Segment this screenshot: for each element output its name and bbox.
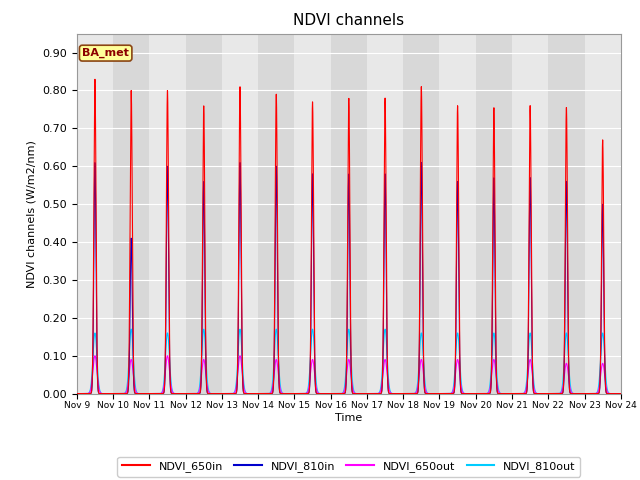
NDVI_650in [281,391,289,396]
Bar [113,34,149,394]
NDVI_650in [91,76,99,82]
NDVI_810out [399,391,407,396]
NDVI_810out [520,390,528,396]
NDVI_650out [281,391,289,396]
Line: NDVI_650out: NDVI_650out [77,356,621,394]
NDVI_810in [172,391,179,396]
NDVI_810in [417,159,425,165]
Line: NDVI_810out: NDVI_810out [77,329,621,394]
Legend: NDVI_650in, NDVI_810in, NDVI_650out, NDVI_810out: NDVI_650in, NDVI_810in, NDVI_650out, NDV… [118,457,580,477]
NDVI_810out [427,391,435,396]
NDVI_650in [73,391,81,396]
NDVI_650out [427,391,435,396]
NDVI_650out [520,390,528,396]
NDVI_650out [172,391,180,396]
NDVI_650out [164,353,172,359]
NDVI_810out [172,391,179,396]
NDVI_650in [427,391,435,396]
Title: NDVI channels: NDVI channels [293,13,404,28]
Bar [548,34,584,394]
NDVI_810out [273,326,280,332]
Y-axis label: NDVI channels (W/m2/nm): NDVI channels (W/m2/nm) [27,140,36,288]
NDVI_810out [281,391,289,396]
Text: BA_met: BA_met [82,48,129,58]
NDVI_650out [399,391,407,396]
NDVI_810out [617,391,625,396]
NDVI_650out [617,391,625,396]
NDVI_810out [73,391,81,396]
Bar [331,34,367,394]
NDVI_810in [73,391,81,396]
NDVI_810out [479,391,486,396]
Bar [403,34,440,394]
NDVI_650out [73,391,81,396]
Line: NDVI_650in: NDVI_650in [77,79,621,394]
NDVI_810in [617,391,625,396]
NDVI_810in [399,391,407,396]
NDVI_650in [399,391,407,396]
X-axis label: Time: Time [335,413,362,423]
NDVI_810in [520,391,528,396]
NDVI_650in [479,391,486,396]
Bar [258,34,294,394]
NDVI_810in [281,391,289,396]
Bar [186,34,222,394]
NDVI_810in [479,391,486,396]
NDVI_810in [427,391,435,396]
NDVI_650in [172,391,180,396]
NDVI_650in [617,391,625,396]
Line: NDVI_810in: NDVI_810in [77,162,621,394]
Bar [476,34,512,394]
NDVI_650in [520,391,528,396]
NDVI_650out [479,391,486,396]
